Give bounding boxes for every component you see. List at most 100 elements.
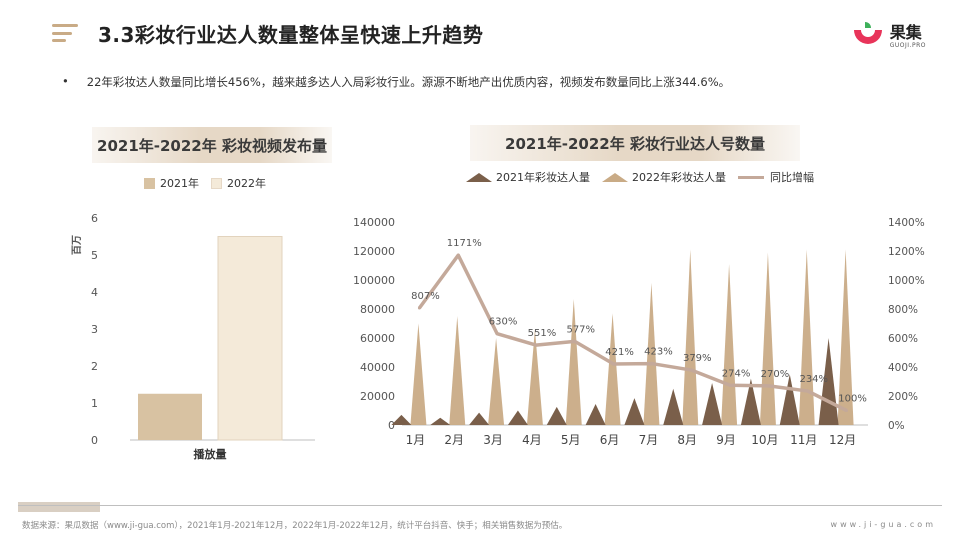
triangle-2022-11月	[798, 249, 815, 425]
yoy-point	[495, 332, 499, 336]
x-month-label: 3月	[483, 433, 503, 447]
yoy-growth-line	[418, 253, 848, 413]
triangle-2022-9月	[721, 264, 738, 425]
footer-accent	[18, 502, 100, 512]
x-month-label: 12月	[829, 433, 856, 447]
right-tick-label: 600%	[888, 333, 918, 345]
title-bar: 3.3彩妆行业达人数量整体呈快速上升趋势	[52, 16, 483, 50]
yoy-data-label: 274%	[722, 368, 751, 379]
triangle-2021-3月	[469, 412, 490, 425]
right-tick-label: 1200%	[888, 246, 925, 258]
y-tick-label: 0	[91, 434, 98, 447]
right-chart-legend: 2021年彩妆达人量 2022年彩妆达人量 同比增幅	[466, 169, 826, 185]
site-url: www.ji-gua.com	[830, 520, 936, 529]
summary-text: 22年彩妆达人数量同比增长456%，越来越多达人入局彩妆行业。源源不断地产出优质…	[86, 75, 731, 89]
x-month-label: 11月	[790, 433, 817, 447]
yoy-data-label: 100%	[838, 394, 867, 405]
yoy-data-label: 234%	[799, 374, 828, 385]
triangle-2022-7月	[643, 282, 660, 425]
yoy-data-label: 270%	[761, 369, 790, 380]
triangle-2021-6月	[585, 403, 606, 425]
right-chart-title: 2021年-2022年 彩妆行业达人号数量	[470, 125, 800, 161]
legend-line-yoy	[738, 175, 764, 179]
triangle-2022-3月	[488, 338, 505, 425]
yoy-point	[767, 384, 771, 388]
legend-label-2021: 2021年	[160, 177, 199, 190]
triangle-2022-6月	[604, 313, 621, 425]
yoy-point	[845, 409, 849, 412]
yoy-data-label: 1171%	[447, 238, 482, 249]
legend-item-2022-creators: 2022年彩妆达人量	[602, 169, 726, 185]
creator-count-combo-chart: 0 20000 40000 60000 80000 100000 120000 140000 0…	[353, 216, 925, 447]
triangle-2022-4月	[526, 329, 543, 425]
triangle-2022-1月	[410, 323, 427, 425]
left-chart-legend: 2021年 2022年	[144, 175, 278, 191]
bar-2021年	[138, 393, 202, 440]
brand-name: 果集	[889, 23, 922, 42]
triangle-2022-10月	[759, 252, 776, 425]
triangle-2021-11月	[779, 374, 800, 425]
left-tick-label: 100000	[353, 274, 395, 287]
triangle-2021-9月	[702, 382, 723, 425]
legend-triangle-2021	[466, 172, 492, 182]
triangle-2021-5月	[546, 406, 567, 425]
x-category-label: 播放量	[194, 447, 227, 461]
left-tick-label: 140000	[353, 216, 395, 229]
triangle-2021-8月	[663, 388, 684, 425]
left-tick-label: 20000	[360, 390, 395, 403]
yoy-data-label: 807%	[411, 291, 440, 302]
legend-triangle-2022	[602, 172, 628, 182]
video-volume-bar-chart: 百万 0 1 2 3 4 5 6 播放量	[71, 212, 315, 461]
left-tick-label: 60000	[360, 332, 395, 345]
yoy-point	[573, 339, 577, 343]
right-tick-label: 800%	[888, 304, 918, 316]
triangle-2021-4月	[507, 410, 528, 425]
right-tick-label: 0%	[888, 420, 905, 432]
yoy-point	[456, 253, 460, 257]
right-tick-label: 1400%	[888, 217, 925, 229]
bar-2022年	[217, 236, 283, 441]
x-month-label: 8月	[677, 433, 697, 447]
summary-bullet: • 22年彩妆达人数量同比增长456%，越来越多达人入局彩妆行业。源源不断地产出…	[62, 74, 730, 90]
y-tick-label: 3	[91, 323, 98, 336]
left-tick-label: 0	[388, 419, 395, 432]
menu-lines-icon	[52, 24, 78, 42]
x-month-label: 7月	[639, 433, 659, 447]
legend-item-2021-creators: 2021年彩妆达人量	[466, 169, 590, 185]
legend-swatch-2022	[211, 177, 222, 189]
yoy-point	[417, 306, 421, 310]
legend-item-2022: 2022年	[211, 175, 266, 191]
x-month-label: 6月	[600, 433, 620, 447]
page-title: 3.3彩妆行业达人数量整体呈快速上升趋势	[98, 22, 484, 47]
right-tick-label: 1000%	[888, 275, 925, 287]
triangle-2022-8月	[682, 249, 699, 425]
triangle-2021-1月	[391, 414, 412, 425]
left-tick-label: 120000	[353, 245, 395, 258]
right-tick-label: 400%	[888, 362, 918, 374]
x-month-label: 10月	[751, 433, 778, 447]
x-month-label: 5月	[561, 433, 581, 447]
legend-label-yoy: 同比增幅	[770, 171, 814, 184]
yoy-data-label: 421%	[605, 347, 634, 358]
x-month-label: 9月	[716, 433, 736, 447]
triangle-2021-7月	[624, 398, 645, 425]
yoy-data-label: 423%	[644, 347, 673, 358]
brand-sub: GUOJI.PRO	[889, 42, 926, 49]
footer-divider	[18, 505, 942, 506]
yoy-data-label: 630%	[489, 317, 518, 328]
y-tick-label: 5	[91, 249, 98, 262]
left-chart-title: 2021年-2022年 彩妆视频发布量	[92, 127, 332, 163]
y-axis-label: 百万	[71, 235, 83, 255]
y-tick-label: 2	[91, 360, 98, 373]
legend-swatch-2021	[144, 177, 155, 189]
yoy-data-label: 551%	[528, 328, 557, 339]
yoy-point	[534, 343, 538, 347]
yoy-point	[650, 362, 654, 366]
brand-logo: 果集 GUOJI.PRO	[850, 20, 926, 54]
legend-item-2021: 2021年	[144, 175, 199, 191]
triangle-2021-10月	[740, 378, 761, 425]
x-month-label: 4月	[522, 433, 542, 447]
triangle-2022-12月	[837, 249, 854, 425]
yoy-point	[806, 389, 810, 393]
yoy-point	[728, 383, 732, 387]
